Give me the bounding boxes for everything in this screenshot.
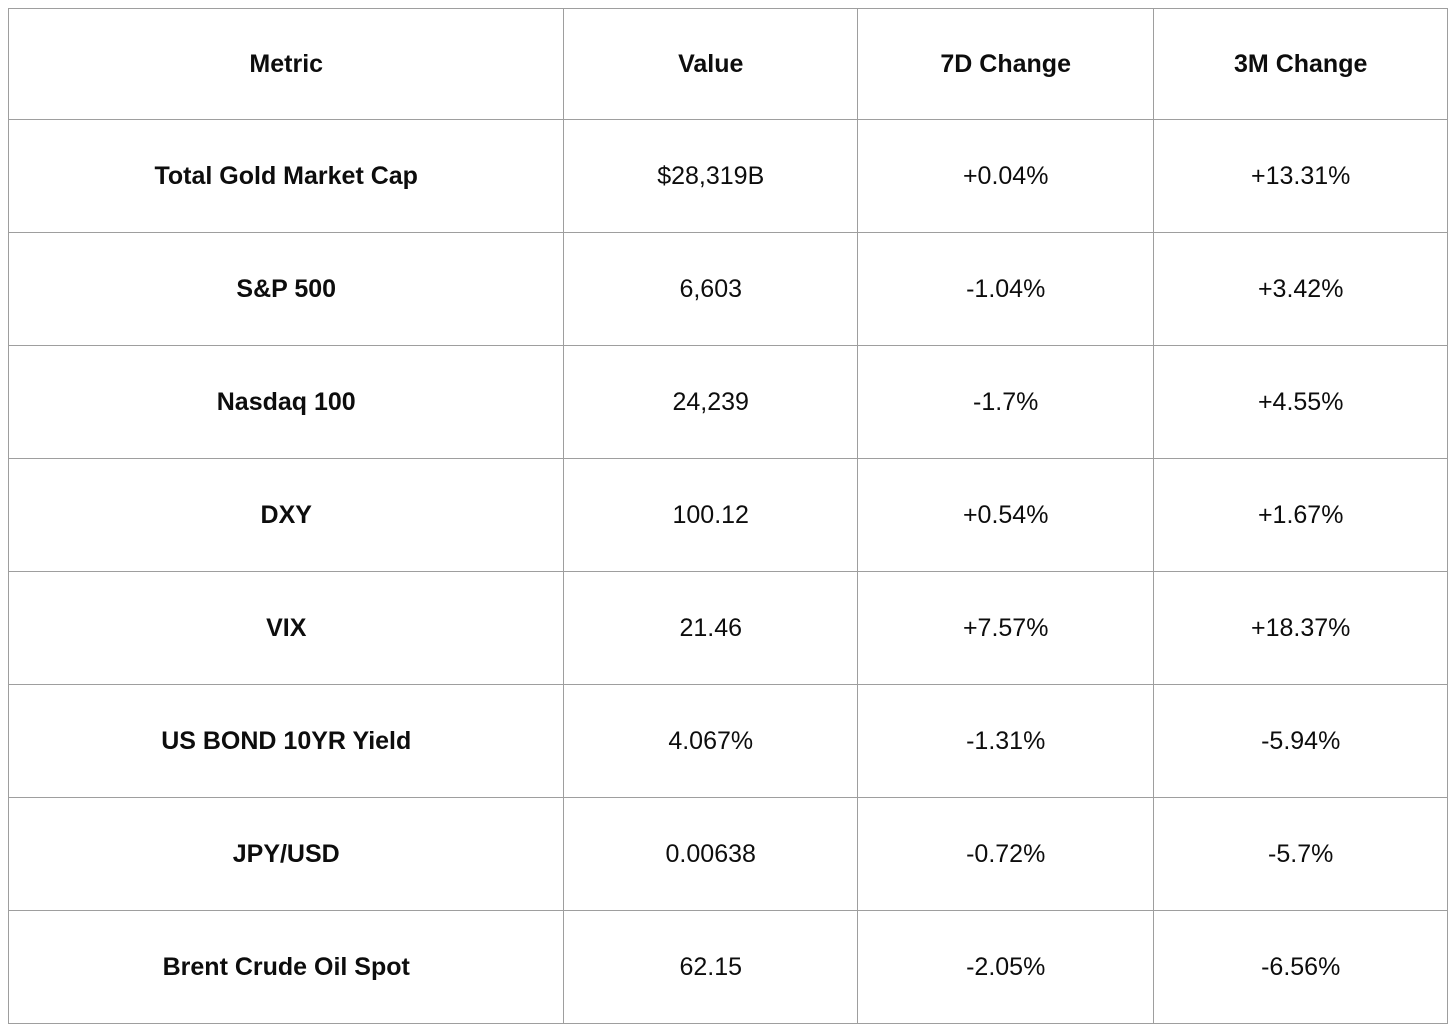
metric-name: US BOND 10YR Yield [7,684,565,798]
column-header-3m-change: 3M Change [1153,8,1448,120]
metric-7d-change: +0.54% [856,458,1155,572]
table-row-brent-crude-oil-spot: Brent Crude Oil Spot 62.15 -2.05% -6.56% [7,910,1448,1024]
metric-value: 21.46 [563,571,858,685]
metric-3m-change: -5.94% [1153,684,1448,798]
column-header-metric: Metric [7,8,565,120]
metric-value: 100.12 [563,458,858,572]
column-header-value: Value [563,8,858,120]
metric-7d-change: -1.7% [856,345,1155,459]
metric-7d-change: +7.57% [856,571,1155,685]
metric-3m-change: -5.7% [1153,797,1448,911]
metric-name: Nasdaq 100 [7,345,565,459]
metric-3m-change: +1.67% [1153,458,1448,572]
metric-3m-change: +13.31% [1153,119,1448,233]
table-row-us-bond-10yr-yield: US BOND 10YR Yield 4.067% -1.31% -5.94% [7,684,1448,798]
market-metrics-table: Metric Value 7D Change 3M Change Total G… [7,8,1448,1024]
metric-value: 62.15 [563,910,858,1024]
metric-name: Total Gold Market Cap [7,119,565,233]
metric-value: 0.00638 [563,797,858,911]
header-row: Metric Value 7D Change 3M Change [7,8,1448,120]
table-row-dxy: DXY 100.12 +0.54% +1.67% [7,458,1448,572]
metric-value: 4.067% [563,684,858,798]
table-row-nasdaq-100: Nasdaq 100 24,239 -1.7% +4.55% [7,345,1448,459]
metric-name: DXY [7,458,565,572]
column-header-7d-change: 7D Change [856,8,1155,120]
metric-3m-change: +18.37% [1153,571,1448,685]
metric-name: VIX [7,571,565,685]
table-row-sp-500: S&P 500 6,603 -1.04% +3.42% [7,232,1448,346]
metric-name: Brent Crude Oil Spot [7,910,565,1024]
metric-7d-change: -1.04% [856,232,1155,346]
table-row-jpy-usd: JPY/USD 0.00638 -0.72% -5.7% [7,797,1448,911]
metric-value: $28,319B [563,119,858,233]
metric-name: S&P 500 [7,232,565,346]
metric-name: JPY/USD [7,797,565,911]
table-row-total-gold-market-cap: Total Gold Market Cap $28,319B +0.04% +1… [7,119,1448,233]
metric-3m-change: -6.56% [1153,910,1448,1024]
metric-7d-change: -0.72% [856,797,1155,911]
metric-3m-change: +3.42% [1153,232,1448,346]
table-row-vix: VIX 21.46 +7.57% +18.37% [7,571,1448,685]
metric-3m-change: +4.55% [1153,345,1448,459]
metric-value: 24,239 [563,345,858,459]
metric-value: 6,603 [563,232,858,346]
metric-7d-change: +0.04% [856,119,1155,233]
metric-7d-change: -1.31% [856,684,1155,798]
metric-7d-change: -2.05% [856,910,1155,1024]
